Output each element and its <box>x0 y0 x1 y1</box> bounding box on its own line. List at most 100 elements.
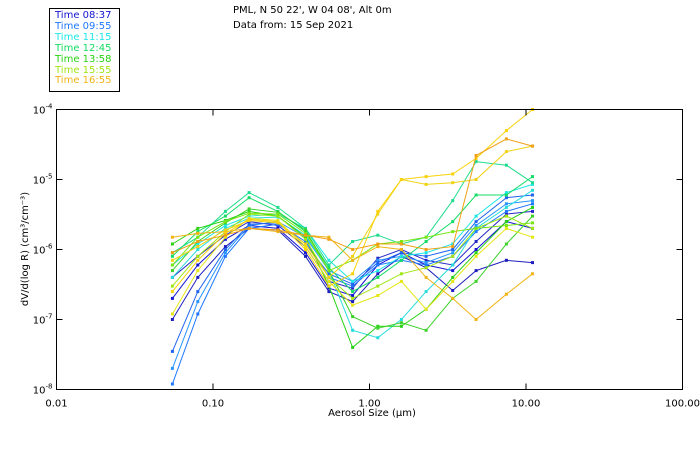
data-point <box>223 226 227 230</box>
data-point <box>351 328 355 332</box>
data-point <box>474 269 478 273</box>
data-point <box>504 224 508 227</box>
data-point <box>399 321 403 325</box>
data-point <box>327 284 331 288</box>
data-point <box>531 175 534 179</box>
data-point <box>424 248 428 251</box>
data-point <box>376 336 380 340</box>
data-point <box>376 258 380 262</box>
data-point <box>196 245 200 249</box>
data-point <box>531 209 534 213</box>
data-point <box>351 300 355 304</box>
data-point <box>196 269 200 273</box>
data-point <box>531 193 534 197</box>
data-point <box>223 214 227 218</box>
data-point <box>304 231 307 235</box>
data-point <box>424 182 428 186</box>
data-point <box>531 199 534 203</box>
data-point <box>474 240 478 243</box>
data-point <box>376 326 380 330</box>
legend-entry: Time 08:37 <box>55 10 112 21</box>
x-tick-label: 10.00 <box>512 399 541 410</box>
legend-entry: Time 13:58 <box>55 53 112 65</box>
series-8 <box>170 175 534 294</box>
data-point <box>474 156 478 160</box>
data-point <box>504 137 508 141</box>
data-point <box>424 307 428 311</box>
data-point <box>531 272 534 276</box>
data-point <box>304 242 307 246</box>
data-point <box>424 175 428 179</box>
data-point <box>451 251 455 255</box>
series-15 <box>170 226 534 321</box>
data-point <box>376 284 380 288</box>
data-point <box>276 226 280 230</box>
data-point <box>196 275 200 279</box>
data-point <box>399 178 403 181</box>
data-point <box>399 240 403 243</box>
data-point <box>474 251 478 255</box>
data-point <box>170 349 174 353</box>
data-point <box>223 230 227 234</box>
data-point <box>170 312 174 316</box>
data-point <box>399 248 403 251</box>
data-point <box>351 240 355 243</box>
data-point <box>223 251 227 255</box>
legend-entry: Time 09:55 <box>55 20 112 32</box>
data-point <box>451 199 455 203</box>
data-point <box>531 214 534 218</box>
data-point <box>376 324 380 328</box>
data-point <box>327 258 331 262</box>
data-point <box>451 242 455 246</box>
legend-entry: Time 12:45 <box>55 42 112 54</box>
data-point <box>451 263 455 267</box>
data-point <box>531 144 534 148</box>
data-point <box>474 254 478 258</box>
data-point <box>424 235 428 239</box>
data-point <box>196 312 200 316</box>
data-point <box>399 242 403 246</box>
data-point <box>327 266 331 270</box>
axis-layer: 0.01 0.10 1.00 10.00 100.00 10-4 10-5 10-6 10-7 1… <box>33 103 700 410</box>
data-point <box>474 220 478 224</box>
data-point <box>304 254 307 258</box>
data-point <box>399 324 403 328</box>
data-point <box>376 275 380 279</box>
data-point <box>276 220 280 224</box>
data-point <box>351 303 355 307</box>
data-point <box>223 248 227 251</box>
data-point <box>376 294 380 297</box>
data-point <box>351 248 355 251</box>
data-point <box>196 254 200 258</box>
data-point <box>196 263 200 267</box>
data-point <box>451 248 455 251</box>
data-point <box>474 193 478 197</box>
data-point <box>399 272 403 276</box>
data-point <box>196 235 200 239</box>
data-point <box>376 261 380 265</box>
data-point <box>504 202 508 206</box>
data-point <box>276 228 280 232</box>
data-point <box>504 292 508 296</box>
chart-title-date: Data from: 15 Sep 2021 <box>233 20 354 31</box>
data-point <box>504 209 508 213</box>
data-point <box>451 172 455 176</box>
data-point <box>424 261 428 265</box>
data-point <box>351 345 355 349</box>
y-tick-label: 10-8 <box>33 383 53 397</box>
data-point <box>247 211 251 215</box>
data-point <box>399 254 403 258</box>
data-point <box>504 226 508 230</box>
data-point <box>531 181 534 185</box>
data-point <box>504 220 508 224</box>
data-point <box>170 242 174 246</box>
x-tick-label: 1.00 <box>358 399 380 410</box>
data-point <box>170 235 174 239</box>
data-point <box>531 261 534 265</box>
data-point <box>399 279 403 283</box>
data-point <box>504 258 508 262</box>
data-point <box>223 237 227 241</box>
data-point <box>223 235 227 239</box>
data-point <box>327 263 331 267</box>
data-point <box>376 209 380 213</box>
